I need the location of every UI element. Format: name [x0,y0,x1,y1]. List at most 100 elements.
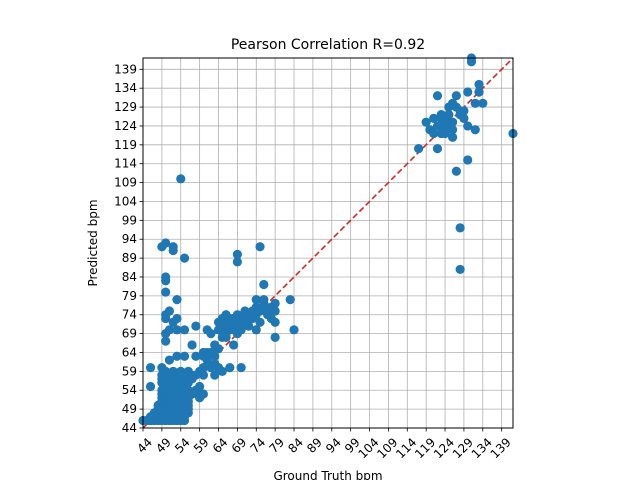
x-tick-label: 94 [323,435,344,456]
data-point [414,144,424,154]
data-point [289,325,299,335]
y-tick-label: 89 [122,251,137,265]
data-point [164,306,175,316]
x-tick-label: 64 [210,435,231,456]
data-point [210,351,220,361]
y-tick-label: 44 [122,421,137,435]
data-point [232,257,242,267]
data-point [455,223,465,233]
data-point [470,125,480,135]
y-tick-label: 114 [114,157,137,171]
data-point [429,113,439,124]
data-point [161,272,171,282]
data-point [463,155,473,165]
y-tick-label: 49 [122,402,137,416]
data-point [270,332,280,342]
data-point [168,366,178,376]
y-tick-label: 119 [114,138,137,152]
data-point [447,117,458,127]
data-point [455,264,465,275]
y-axis-label: Predicted bpm [86,199,100,286]
data-point [470,98,480,108]
data-point [270,317,280,327]
data-point [221,332,231,342]
data-point [463,121,473,131]
data-point [164,355,175,365]
y-tick-label: 124 [114,119,137,133]
y-tick-label: 54 [122,383,137,397]
data-point [213,344,224,354]
data-point [161,238,171,248]
data-point [172,351,182,361]
data-point [474,79,484,90]
data-point [172,295,182,305]
y-tick-label: 59 [122,364,137,378]
data-point [225,362,235,373]
data-point [191,351,201,361]
data-point [270,298,280,309]
x-tick-label: 79 [266,435,287,456]
data-point [255,317,265,327]
data-point [172,325,182,335]
data-point [444,110,454,120]
plot-area-frame [142,57,514,429]
data-point [285,295,295,305]
data-point [478,98,488,108]
x-tick-label: 54 [172,435,193,456]
data-point [168,242,178,252]
y-tick-label: 84 [122,270,137,284]
data-point [232,249,242,259]
data-point [198,370,209,380]
y-tick-label: 129 [114,100,137,114]
data-point [463,87,473,97]
data-point [236,362,246,373]
data-point [217,366,227,376]
y-tick-label: 79 [122,289,137,303]
x-tick-label: 139 [488,435,514,461]
data-point [202,355,212,365]
data-point [164,325,175,335]
chart-title: Pearson Correlation R=0.92 [231,37,425,53]
y-tick-label: 74 [122,308,137,322]
data-point [270,306,280,316]
y-tick-label: 69 [122,327,137,341]
data-point [191,370,201,380]
data-point [451,166,461,176]
data-point [198,362,209,373]
data-point [161,366,171,376]
data-point [474,87,484,97]
data-point [206,329,216,339]
data-point [421,117,431,127]
data-point [195,381,205,392]
data-point [259,279,269,290]
y-tick-label: 94 [122,232,137,246]
x-tick-label: 84 [285,435,306,456]
data-point [210,370,220,380]
data-point [447,132,458,142]
x-axis-ticks: 4449545964697479848994991041091141191241… [134,428,514,461]
data-point [447,125,458,135]
y-tick-label: 64 [122,345,137,359]
data-point [161,287,171,297]
y-axis-ticks: 44 49 54 59 64 69 74 79 84 89 94 99 104 109 114 119 124 1… [114,62,143,435]
data-point [179,253,190,263]
data-point [459,106,469,116]
data-point [145,362,156,373]
data-point [429,128,439,139]
y-tick-label: 104 [114,194,137,208]
data-point [259,295,269,305]
data-point [176,366,186,376]
data-point [145,381,156,392]
y-tick-label: 139 [114,62,137,76]
data-point [236,325,246,335]
y-tick-label: 134 [114,81,137,95]
y-tick-label: 99 [122,213,137,227]
data-point [179,325,190,335]
data-point [451,91,461,101]
data-point [179,351,190,361]
data-point [255,242,265,252]
data-point [176,174,186,184]
data-point [251,295,261,305]
data-point [187,340,197,350]
